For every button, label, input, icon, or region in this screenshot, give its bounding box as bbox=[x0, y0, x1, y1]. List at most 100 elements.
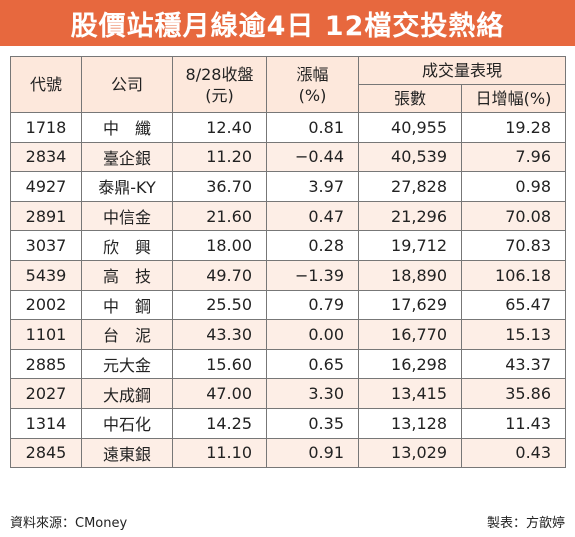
cell-shares: 19,712 bbox=[358, 230, 462, 261]
cell-close: 18.00 bbox=[172, 230, 267, 261]
cell-close: 15.60 bbox=[172, 348, 267, 380]
cell-shares: 40,539 bbox=[358, 141, 462, 173]
table-row: 1314 中石化 14.25 0.35 13,128 11.43 bbox=[10, 407, 567, 439]
cell-daily-increase: 70.08 bbox=[460, 200, 567, 232]
cell-change: −1.39 bbox=[266, 259, 359, 291]
cell-code: 4927 bbox=[10, 171, 82, 202]
table-row: 2891 中信金 21.60 0.47 21,296 70.08 bbox=[10, 200, 567, 232]
cell-company: 欣 興 bbox=[81, 230, 173, 261]
table-row: 2885 元大金 15.60 0.65 16,298 43.37 bbox=[10, 348, 567, 380]
cell-code: 2885 bbox=[10, 348, 82, 380]
table-row: 2027 大成鋼 47.00 3.30 13,415 35.86 bbox=[10, 378, 567, 409]
header-close: 8/28收盤 (元) bbox=[172, 56, 267, 113]
page-title: 股價站穩月線逾4日 12檔交投熱絡 bbox=[0, 0, 575, 46]
cell-code: 1314 bbox=[10, 407, 82, 439]
cell-close: 47.00 bbox=[172, 378, 267, 409]
cell-shares: 13,029 bbox=[358, 437, 462, 469]
header-close-line1: 8/28收盤 bbox=[185, 64, 254, 84]
cell-company: 大成鋼 bbox=[81, 378, 173, 409]
cell-close: 36.70 bbox=[172, 171, 267, 202]
cell-company: 中 纖 bbox=[81, 112, 173, 143]
cell-company: 臺企銀 bbox=[81, 141, 173, 173]
table-row: 4927 泰鼎-KY 36.70 3.97 27,828 0.98 bbox=[10, 171, 567, 202]
header-shares: 張數 bbox=[358, 84, 462, 113]
cell-shares: 16,298 bbox=[358, 348, 462, 380]
cell-change: 3.30 bbox=[266, 378, 359, 409]
cell-daily-increase: 11.43 bbox=[460, 407, 567, 439]
table-row: 5439 高 技 49.70 −1.39 18,890 106.18 bbox=[10, 259, 567, 291]
cell-close: 11.20 bbox=[172, 141, 267, 173]
cell-daily-increase: 19.28 bbox=[460, 112, 567, 143]
table-row: 2002 中 鋼 25.50 0.79 17,629 65.47 bbox=[10, 289, 567, 321]
footer: 資料來源：CMoney 製表：方歆婷 bbox=[10, 510, 565, 532]
cell-change: −0.44 bbox=[266, 141, 359, 173]
cell-shares: 17,629 bbox=[358, 289, 462, 321]
cell-code: 2834 bbox=[10, 141, 82, 173]
header-code: 代號 bbox=[10, 56, 82, 113]
cell-daily-increase: 0.43 bbox=[460, 437, 567, 469]
cell-company: 中信金 bbox=[81, 200, 173, 232]
cell-change: 0.79 bbox=[266, 289, 359, 321]
cell-close: 21.60 bbox=[172, 200, 267, 232]
cell-change: 0.65 bbox=[266, 348, 359, 380]
table-row: 1101 台 泥 43.30 0.00 16,770 15.13 bbox=[10, 319, 567, 350]
cell-shares: 18,890 bbox=[358, 259, 462, 291]
cell-close: 43.30 bbox=[172, 319, 267, 350]
table-row: 3037 欣 興 18.00 0.28 19,712 70.83 bbox=[10, 230, 567, 261]
header-close-line2: (元) bbox=[205, 85, 234, 105]
cell-close: 14.25 bbox=[172, 407, 267, 439]
cell-shares: 13,415 bbox=[358, 378, 462, 409]
cell-daily-increase: 35.86 bbox=[460, 378, 567, 409]
cell-close: 11.10 bbox=[172, 437, 267, 469]
cell-shares: 16,770 bbox=[358, 319, 462, 350]
table-row: 2845 遠東銀 11.10 0.91 13,029 0.43 bbox=[10, 437, 567, 469]
cell-change: 0.35 bbox=[266, 407, 359, 439]
cell-company: 中石化 bbox=[81, 407, 173, 439]
cell-code: 2891 bbox=[10, 200, 82, 232]
cell-daily-increase: 15.13 bbox=[460, 319, 567, 350]
cell-code: 5439 bbox=[10, 259, 82, 291]
cell-shares: 40,955 bbox=[358, 112, 462, 143]
table-header: 代號 公司 8/28收盤 (元) 漲幅 (%) 成交量表現 張數 日增幅(%) bbox=[10, 56, 567, 113]
source-note: 資料來源：CMoney bbox=[10, 515, 128, 531]
cell-daily-increase: 43.37 bbox=[460, 348, 567, 380]
cell-company: 元大金 bbox=[81, 348, 173, 380]
table-row: 1718 中 纖 12.40 0.81 40,955 19.28 bbox=[10, 112, 567, 143]
header-daily-increase: 日增幅(%) bbox=[460, 84, 567, 113]
cell-company: 高 技 bbox=[81, 259, 173, 291]
cell-code: 3037 bbox=[10, 230, 82, 261]
stock-table: 代號 公司 8/28收盤 (元) 漲幅 (%) 成交量表現 張數 日增幅(%) … bbox=[10, 56, 567, 469]
cell-change: 0.28 bbox=[266, 230, 359, 261]
cell-daily-increase: 106.18 bbox=[460, 259, 567, 291]
header-change-line1: 漲幅 bbox=[296, 64, 329, 84]
cell-change: 0.00 bbox=[266, 319, 359, 350]
header-change: 漲幅 (%) bbox=[266, 56, 359, 113]
header-company: 公司 bbox=[81, 56, 173, 113]
cell-daily-increase: 70.83 bbox=[460, 230, 567, 261]
cell-daily-increase: 7.96 bbox=[460, 141, 567, 173]
cell-code: 2002 bbox=[10, 289, 82, 321]
cell-close: 25.50 bbox=[172, 289, 267, 321]
cell-close: 49.70 bbox=[172, 259, 267, 291]
cell-shares: 13,128 bbox=[358, 407, 462, 439]
table-row: 2834 臺企銀 11.20 −0.44 40,539 7.96 bbox=[10, 141, 567, 173]
cell-code: 1718 bbox=[10, 112, 82, 143]
cell-code: 1101 bbox=[10, 319, 82, 350]
cell-company: 泰鼎-KY bbox=[81, 171, 173, 202]
cell-daily-increase: 65.47 bbox=[460, 289, 567, 321]
cell-company: 中 鋼 bbox=[81, 289, 173, 321]
cell-code: 2845 bbox=[10, 437, 82, 469]
cell-change: 0.47 bbox=[266, 200, 359, 232]
cell-shares: 27,828 bbox=[358, 171, 462, 202]
table-body: 1718 中 纖 12.40 0.81 40,955 19.28 2834 臺企銀 11.20−… bbox=[10, 112, 567, 469]
cell-daily-increase: 0.98 bbox=[460, 171, 567, 202]
cell-code: 2027 bbox=[10, 378, 82, 409]
cell-company: 遠東銀 bbox=[81, 437, 173, 469]
header-change-line2: (%) bbox=[298, 85, 327, 105]
cell-change: 3.97 bbox=[266, 171, 359, 202]
cell-company: 台 泥 bbox=[81, 319, 173, 350]
maker-note: 製表：方歆婷 bbox=[486, 515, 565, 531]
cell-shares: 21,296 bbox=[358, 200, 462, 232]
cell-change: 0.91 bbox=[266, 437, 359, 469]
